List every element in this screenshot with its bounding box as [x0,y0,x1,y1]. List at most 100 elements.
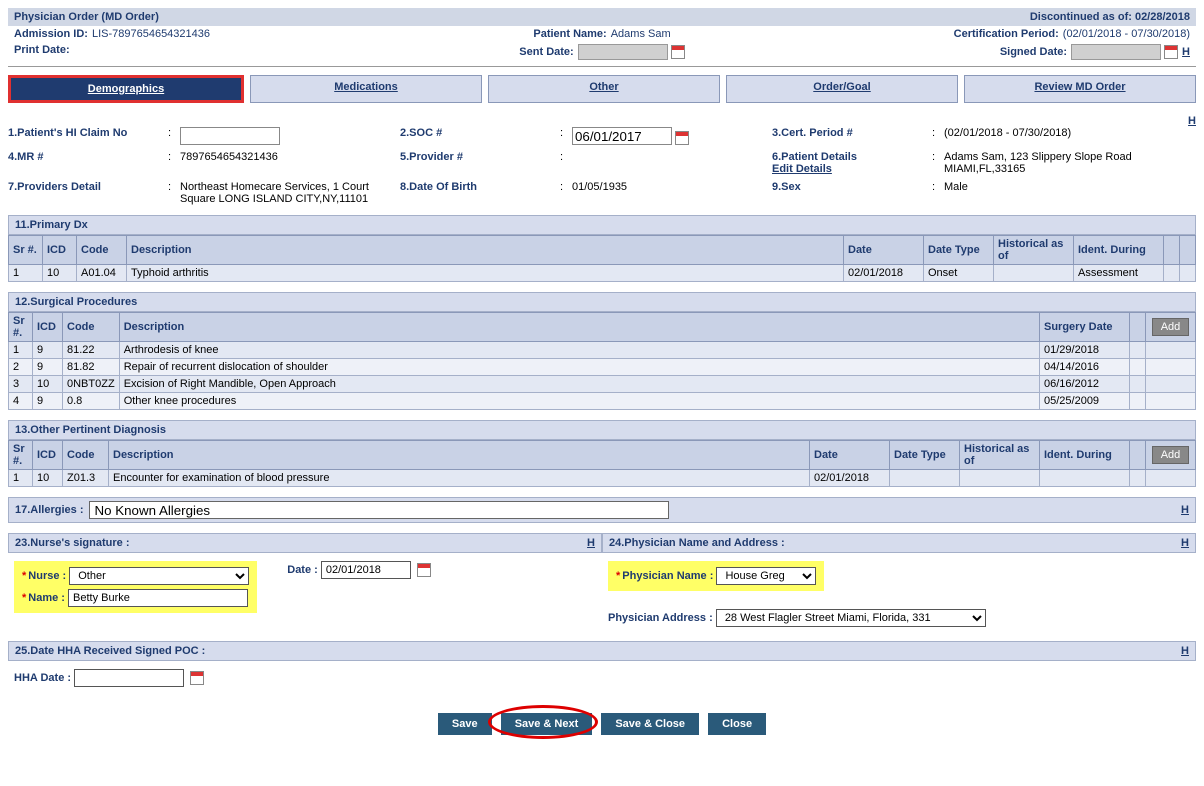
history-link[interactable]: H [1181,504,1189,516]
col-sr: Sr #. [9,441,33,470]
col-sr: Sr #. [9,313,33,342]
patient-name-label: Patient Name: [533,28,606,40]
col-date: Date [810,441,890,470]
col-desc: Description [109,441,810,470]
col-code: Code [77,236,127,265]
surgical-procedures-table: Sr #. ICD Code Description Surgery Date … [8,312,1196,410]
signature-row: 23.Nurse's signature : H *Nurse : Other … [8,533,1196,635]
tab-order-goal[interactable]: Order/Goal [726,75,958,103]
nurse-name-input[interactable] [68,589,248,607]
nurse-label: Nurse : [28,570,66,582]
discontinued-text: Discontinued as of: 02/28/2018 [1030,11,1190,23]
calendar-icon[interactable] [675,131,689,145]
add-button[interactable]: Add [1152,446,1190,464]
section-23-header: 23.Nurse's signature : H [8,533,602,553]
nurse-highlight: *Nurse : Other *Name : [14,561,257,613]
cert-period-label: Certification Period: [954,28,1059,40]
col-icd: ICD [43,236,77,265]
col-desc: Description [119,313,1039,342]
section-13-header: 13.Other Pertinent Diagnosis [8,420,1196,440]
tab-bar: Demographics Medications Other Order/Goa… [8,75,1196,103]
nurse-select[interactable]: Other [69,567,249,585]
col-date-type: Date Type [924,236,994,265]
table-row[interactable]: 1981.22Arthrodesis of knee01/29/2018 [9,342,1196,359]
tab-medications[interactable]: Medications [250,75,482,103]
patient-details-value: Adams Sam, 123 Slippery Slope Road MIAMI… [944,151,1184,175]
tab-review-md-order[interactable]: Review MD Order [964,75,1196,103]
providers-detail-value: Northeast Homecare Services, 1 Court Squ… [180,181,400,205]
physician-name-label: Physician Name : [622,570,713,582]
edit-details-link[interactable]: Edit Details [772,163,832,175]
history-link[interactable]: H [1188,115,1196,127]
admission-id: LIS-7897654654321436 [92,28,210,40]
col-icd: ICD [33,441,63,470]
dob-value: 01/05/1935 [572,181,772,205]
col-code: Code [63,441,109,470]
col-date-type: Date Type [890,441,960,470]
col-ident: Ident. During [1074,236,1164,265]
primary-dx-table: Sr #. ICD Code Description Date Date Typ… [8,235,1196,282]
history-link[interactable]: H [587,537,595,549]
mr-value: 7897654654321436 [180,151,400,175]
table-row[interactable]: 490.8Other knee procedures05/25/2009 [9,393,1196,410]
physician-highlight: *Physician Name : House Greg [608,561,824,591]
calendar-icon[interactable] [190,671,204,685]
allergies-input[interactable] [89,501,669,519]
calendar-icon[interactable] [417,563,431,577]
col-icd: ICD [33,313,63,342]
sent-date-label: Sent Date: [519,46,573,58]
signed-date-input[interactable] [1071,44,1161,60]
save-next-button[interactable]: Save & Next [501,713,593,735]
allergies-label: 17.Allergies : [15,504,83,516]
history-link[interactable]: H [1181,645,1189,657]
tab-other[interactable]: Other [488,75,720,103]
admission-label: Admission ID: [14,28,88,40]
table-row[interactable]: 2981.82Repair of recurrent dislocation o… [9,359,1196,376]
dob-label: 8.Date Of Birth [400,181,560,205]
separator [8,66,1196,67]
hha-date-input[interactable] [74,669,184,687]
physician-select[interactable]: House Greg [716,567,816,585]
mr-label: 4.MR # [8,151,168,175]
table-row[interactable]: 110Z01.3Encounter for examination of blo… [9,470,1196,487]
hha-date-label: HHA Date : [14,672,71,684]
hi-claim-label: 1.Patient's HI Claim No [8,127,168,145]
tab-demographics[interactable]: Demographics [8,75,244,103]
calendar-icon[interactable] [1164,45,1178,59]
print-date-label: Print Date: [14,44,70,60]
table-row[interactable]: 110A01.04Typhoid arthritis02/01/2018Onse… [9,265,1196,282]
provider-num-label: 5.Provider # [400,151,560,175]
cert-period-field-label: 3.Cert. Period # [772,127,932,145]
section-25-header: 25.Date HHA Received Signed POC : H [8,641,1196,661]
col-date: Date [844,236,924,265]
history-link[interactable]: H [1182,46,1190,58]
col-desc: Description [127,236,844,265]
history-link[interactable]: H [1181,537,1189,549]
soc-label: 2.SOC # [400,127,560,145]
physician-address-label: Physician Address : [608,612,713,624]
save-close-button[interactable]: Save & Close [601,713,699,735]
add-button[interactable]: Add [1152,318,1190,336]
patient-details-label: 6.Patient DetailsEdit Details [772,151,932,175]
section-12-header: 12.Surgical Procedures [8,292,1196,312]
sent-date-input[interactable] [578,44,668,60]
col-hist: Historical as of [994,236,1074,265]
sig-date-input[interactable] [321,561,411,579]
patient-name: Adams Sam [611,28,671,40]
col-code: Code [63,313,120,342]
cert-period-value: (02/01/2018 - 07/30/2018) [944,127,1184,145]
header-row-1: Admission ID: LIS-7897654654321436 Patien… [8,26,1196,42]
soc-input[interactable] [572,127,672,145]
other-diagnosis-table: Sr #. ICD Code Description Date Date Typ… [8,440,1196,487]
providers-detail-label: 7.Providers Detail [8,181,168,205]
name-label: Name : [28,592,65,604]
page-title: Physician Order (MD Order) [14,11,159,23]
close-button[interactable]: Close [708,713,766,735]
save-button[interactable]: Save [438,713,492,735]
section-11-header: 11.Primary Dx [8,215,1196,235]
hi-claim-input[interactable] [180,127,280,145]
sex-label: 9.Sex [772,181,932,205]
calendar-icon[interactable] [671,45,685,59]
physician-address-select[interactable]: 28 West Flagler Street Miami, Florida, 3… [716,609,986,627]
table-row[interactable]: 3100NBT0ZZExcision of Right Mandible, Op… [9,376,1196,393]
